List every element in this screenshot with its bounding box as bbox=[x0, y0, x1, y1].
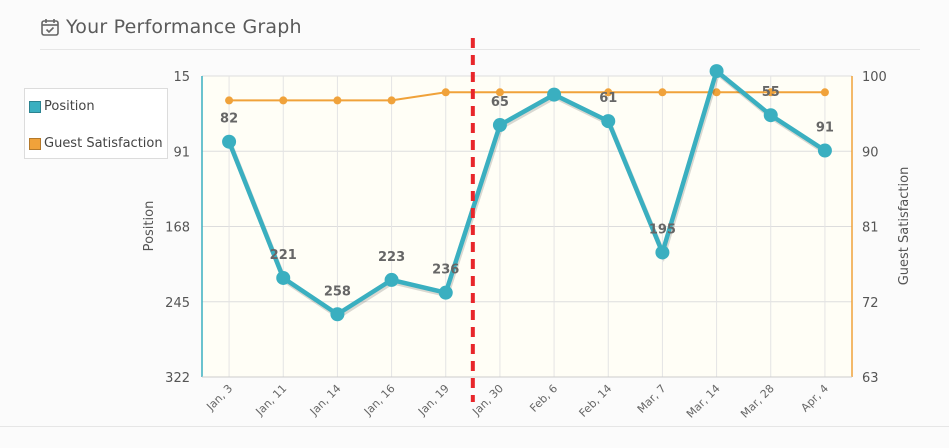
calendar-check-icon bbox=[41, 19, 59, 36]
legend-swatch-position bbox=[29, 100, 41, 113]
y-right-tick-label: 81 bbox=[862, 221, 879, 236]
series-line-guest-satisfaction bbox=[229, 91, 825, 102]
x-tick-label: Mar, 28 bbox=[738, 382, 777, 421]
data-label-position: 258 bbox=[324, 284, 351, 299]
legend-item-guest-satisfaction[interactable]: Guest Satisfaction bbox=[29, 136, 163, 151]
x-tick-label: Mar, 14 bbox=[684, 382, 723, 421]
point-guest-satisfaction bbox=[712, 88, 721, 97]
point-position bbox=[222, 134, 237, 149]
data-label-position: 236 bbox=[432, 263, 459, 278]
data-label-position: 223 bbox=[378, 250, 405, 265]
y-left-tick-label: 168 bbox=[165, 221, 190, 236]
point-position bbox=[384, 272, 399, 287]
point-position bbox=[330, 307, 345, 322]
point-position bbox=[655, 245, 670, 260]
x-tick-label: Jan, 11 bbox=[253, 382, 290, 419]
data-label-position: 195 bbox=[649, 222, 676, 237]
chart-header: Your Performance Graph bbox=[40, 14, 302, 40]
y-left-tick-label: 322 bbox=[165, 371, 190, 386]
data-label-position: 55 bbox=[762, 85, 780, 100]
point-guest-satisfaction bbox=[495, 88, 504, 97]
y-right-tick-label: 72 bbox=[862, 296, 879, 311]
chart-legend: Position Guest Satisfaction bbox=[24, 88, 168, 159]
y-left-tick-label: 91 bbox=[173, 145, 190, 160]
point-position bbox=[438, 285, 453, 300]
point-position bbox=[276, 270, 291, 285]
legend-swatch-guest-satisfaction bbox=[29, 137, 41, 150]
point-position bbox=[492, 118, 507, 133]
point-position bbox=[601, 114, 616, 129]
header-divider bbox=[40, 49, 920, 50]
x-tick-label: Jan, 14 bbox=[307, 382, 344, 419]
x-tick-label: Jan, 19 bbox=[415, 382, 452, 419]
y-right-tick-label: 100 bbox=[862, 70, 887, 85]
x-tick-label: Jan, 16 bbox=[361, 382, 398, 419]
y-right-tick-label: 63 bbox=[862, 371, 879, 386]
series-line-position bbox=[226, 67, 827, 317]
y-right-axis-title: Guest Satisfaction bbox=[897, 167, 912, 286]
y-left-axis-title: Position bbox=[142, 201, 157, 252]
x-tick-label: Jan, 3 bbox=[203, 382, 235, 414]
data-label-position: 65 bbox=[491, 95, 509, 110]
legend-label-guest-satisfaction: Guest Satisfaction bbox=[44, 136, 163, 151]
point-guest-satisfaction bbox=[333, 96, 342, 105]
point-position bbox=[817, 143, 832, 158]
point-position bbox=[763, 108, 778, 123]
point-guest-satisfaction bbox=[604, 88, 613, 97]
x-tick-label: Feb, 14 bbox=[577, 382, 615, 420]
point-position bbox=[547, 87, 562, 102]
point-guest-satisfaction bbox=[820, 88, 829, 97]
y-left-tick-label: 245 bbox=[165, 296, 190, 311]
point-guest-satisfaction bbox=[387, 96, 396, 105]
legend-label-position: Position bbox=[44, 99, 95, 114]
data-label-position: 61 bbox=[599, 91, 617, 106]
page-title: Your Performance Graph bbox=[66, 16, 302, 38]
data-label-position: 91 bbox=[816, 121, 834, 136]
data-label-position: 221 bbox=[270, 248, 297, 263]
y-right-tick-label: 90 bbox=[862, 145, 879, 160]
point-guest-satisfaction bbox=[658, 88, 667, 97]
y-left-tick-label: 15 bbox=[173, 70, 190, 85]
point-position bbox=[709, 64, 724, 79]
legend-item-position[interactable]: Position bbox=[29, 99, 95, 114]
x-tick-label: Mar, 7 bbox=[635, 382, 669, 416]
point-guest-satisfaction bbox=[225, 96, 234, 105]
x-tick-label: Apr, 4 bbox=[798, 382, 831, 415]
data-label-position: 82 bbox=[220, 112, 238, 127]
point-guest-satisfaction bbox=[279, 96, 288, 105]
footer-divider bbox=[0, 426, 949, 427]
x-tick-label: Feb, 6 bbox=[527, 382, 560, 415]
point-guest-satisfaction bbox=[441, 88, 450, 97]
point-guest-satisfaction bbox=[766, 88, 775, 97]
